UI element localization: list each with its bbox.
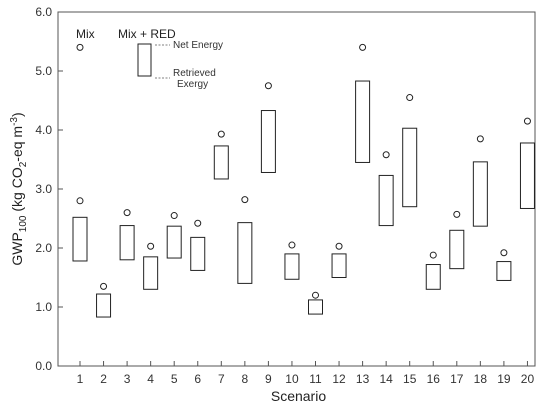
range-box-scenario-11: [308, 299, 323, 315]
y-axis-title-mid: (kg CO: [9, 167, 25, 215]
range-box-scenario-1: [72, 216, 88, 262]
mix-point-scenario-19: [500, 249, 508, 257]
x-tick-label: 7: [218, 372, 225, 386]
mix-point-scenario-7: [217, 130, 225, 138]
x-tick-label: 16: [427, 372, 441, 386]
range-box-scenario-8: [237, 222, 253, 284]
mix-point-scenario-13: [359, 43, 367, 51]
y-axis-title: GWP100 (kg CO2-eq m-3): [9, 112, 29, 265]
chart-legend: Mix Mix + RED Net Energy Retrieved Exerg…: [76, 27, 223, 90]
chart-axes: [57, 11, 536, 367]
y-axis-title-sub2: 2: [18, 161, 29, 167]
legend-mix-label: Mix: [76, 27, 95, 41]
range-box-scenario-10: [284, 253, 300, 280]
mix-point-scenario-8: [241, 196, 249, 204]
x-tick-label: 13: [356, 372, 370, 386]
y-tick-label: 6.0: [35, 5, 52, 19]
y-tick-label: 3.0: [35, 182, 52, 196]
mix-point-scenario-20: [523, 117, 531, 125]
legend-net-energy-label: Net Energy: [173, 40, 223, 51]
y-tick-label: 5.0: [35, 64, 52, 78]
x-axis-title: Scenario: [271, 388, 326, 404]
mix-point-scenario-10: [288, 241, 296, 249]
x-tick-label: 19: [497, 372, 511, 386]
range-box-scenario-20: [519, 142, 535, 209]
mix-point-scenario-1: [76, 43, 84, 51]
range-box-scenario-17: [449, 229, 465, 270]
x-tick-label: 5: [171, 372, 178, 386]
x-tick-label: 15: [403, 372, 417, 386]
range-box-scenario-15: [402, 127, 418, 208]
y-axis-title-main: GWP: [9, 232, 25, 265]
legend-retrieved-label: Retrieved: [173, 68, 216, 79]
x-tick-label: 10: [285, 372, 299, 386]
y-axis-title-tail: -eq m: [9, 126, 25, 162]
y-tick-label: 4.0: [35, 123, 52, 137]
mix-point-scenario-1: [76, 197, 84, 205]
range-box-scenario-4: [143, 256, 159, 290]
mix-point-scenario-16: [429, 251, 437, 259]
y-tick-label: 2.0: [35, 241, 52, 255]
y-axis-title-end: ): [9, 112, 25, 117]
x-tick-label: 14: [379, 372, 393, 386]
mix-point-scenario-6: [194, 219, 202, 227]
range-box-scenario-9: [260, 110, 276, 173]
legend-exergy-label: Exergy: [177, 79, 208, 90]
mix-point-scenario-18: [476, 135, 484, 143]
range-box-scenario-12: [331, 253, 347, 278]
y-tick-label: 0.0: [35, 359, 52, 373]
y-tick-label: 1.0: [35, 300, 52, 314]
range-box-scenario-19: [496, 261, 512, 281]
x-tick-label: 20: [521, 372, 535, 386]
mix-point-scenario-3: [123, 209, 131, 217]
x-tick-label: 3: [124, 372, 131, 386]
range-box-scenario-14: [378, 174, 394, 227]
x-tick-label: 9: [265, 372, 272, 386]
x-tick-label: 8: [242, 372, 249, 386]
plot-frame: [57, 11, 536, 367]
mix-point-scenario-4: [147, 242, 155, 250]
y-axis-title-sup: -3: [9, 117, 20, 126]
mix-point-scenario-12: [335, 242, 343, 250]
x-tick-label: 2: [100, 372, 107, 386]
range-box-scenario-13: [355, 80, 371, 163]
chart-ticks: 0.01.02.03.04.05.06.01 2 3 4 5 6 7 8 9 10 11 12 13 14…: [35, 5, 534, 386]
range-box-scenario-5: [166, 225, 182, 259]
x-tick-label: 17: [450, 372, 464, 386]
mix-point-scenario-15: [406, 94, 414, 102]
range-box-scenario-7: [213, 145, 229, 180]
range-box-scenario-2: [96, 293, 112, 318]
legend-range-box-swatch: [137, 43, 152, 77]
mix-point-scenario-5: [170, 212, 178, 220]
range-box-scenario-18: [472, 161, 488, 227]
x-tick-label: 6: [194, 372, 201, 386]
mix-point-scenario-17: [453, 210, 461, 218]
y-axis-title-sub1: 100: [18, 215, 29, 232]
x-tick-label: 18: [474, 372, 488, 386]
mix-point-scenario-2: [100, 282, 108, 290]
mix-point-scenario-14: [382, 151, 390, 159]
range-box-scenario-3: [119, 225, 135, 261]
legend-mix-red-label: Mix + RED: [118, 27, 176, 41]
chart-marks: [72, 43, 535, 318]
x-tick-label: 1: [77, 372, 84, 386]
x-tick-label: 11: [309, 372, 322, 386]
mix-point-scenario-9: [264, 82, 272, 90]
x-tick-label: 4: [147, 372, 154, 386]
range-box-scenario-6: [190, 236, 206, 271]
mix-point-scenario-11: [312, 291, 319, 299]
x-tick-label: 12: [332, 372, 346, 386]
range-box-scenario-16: [425, 264, 441, 290]
